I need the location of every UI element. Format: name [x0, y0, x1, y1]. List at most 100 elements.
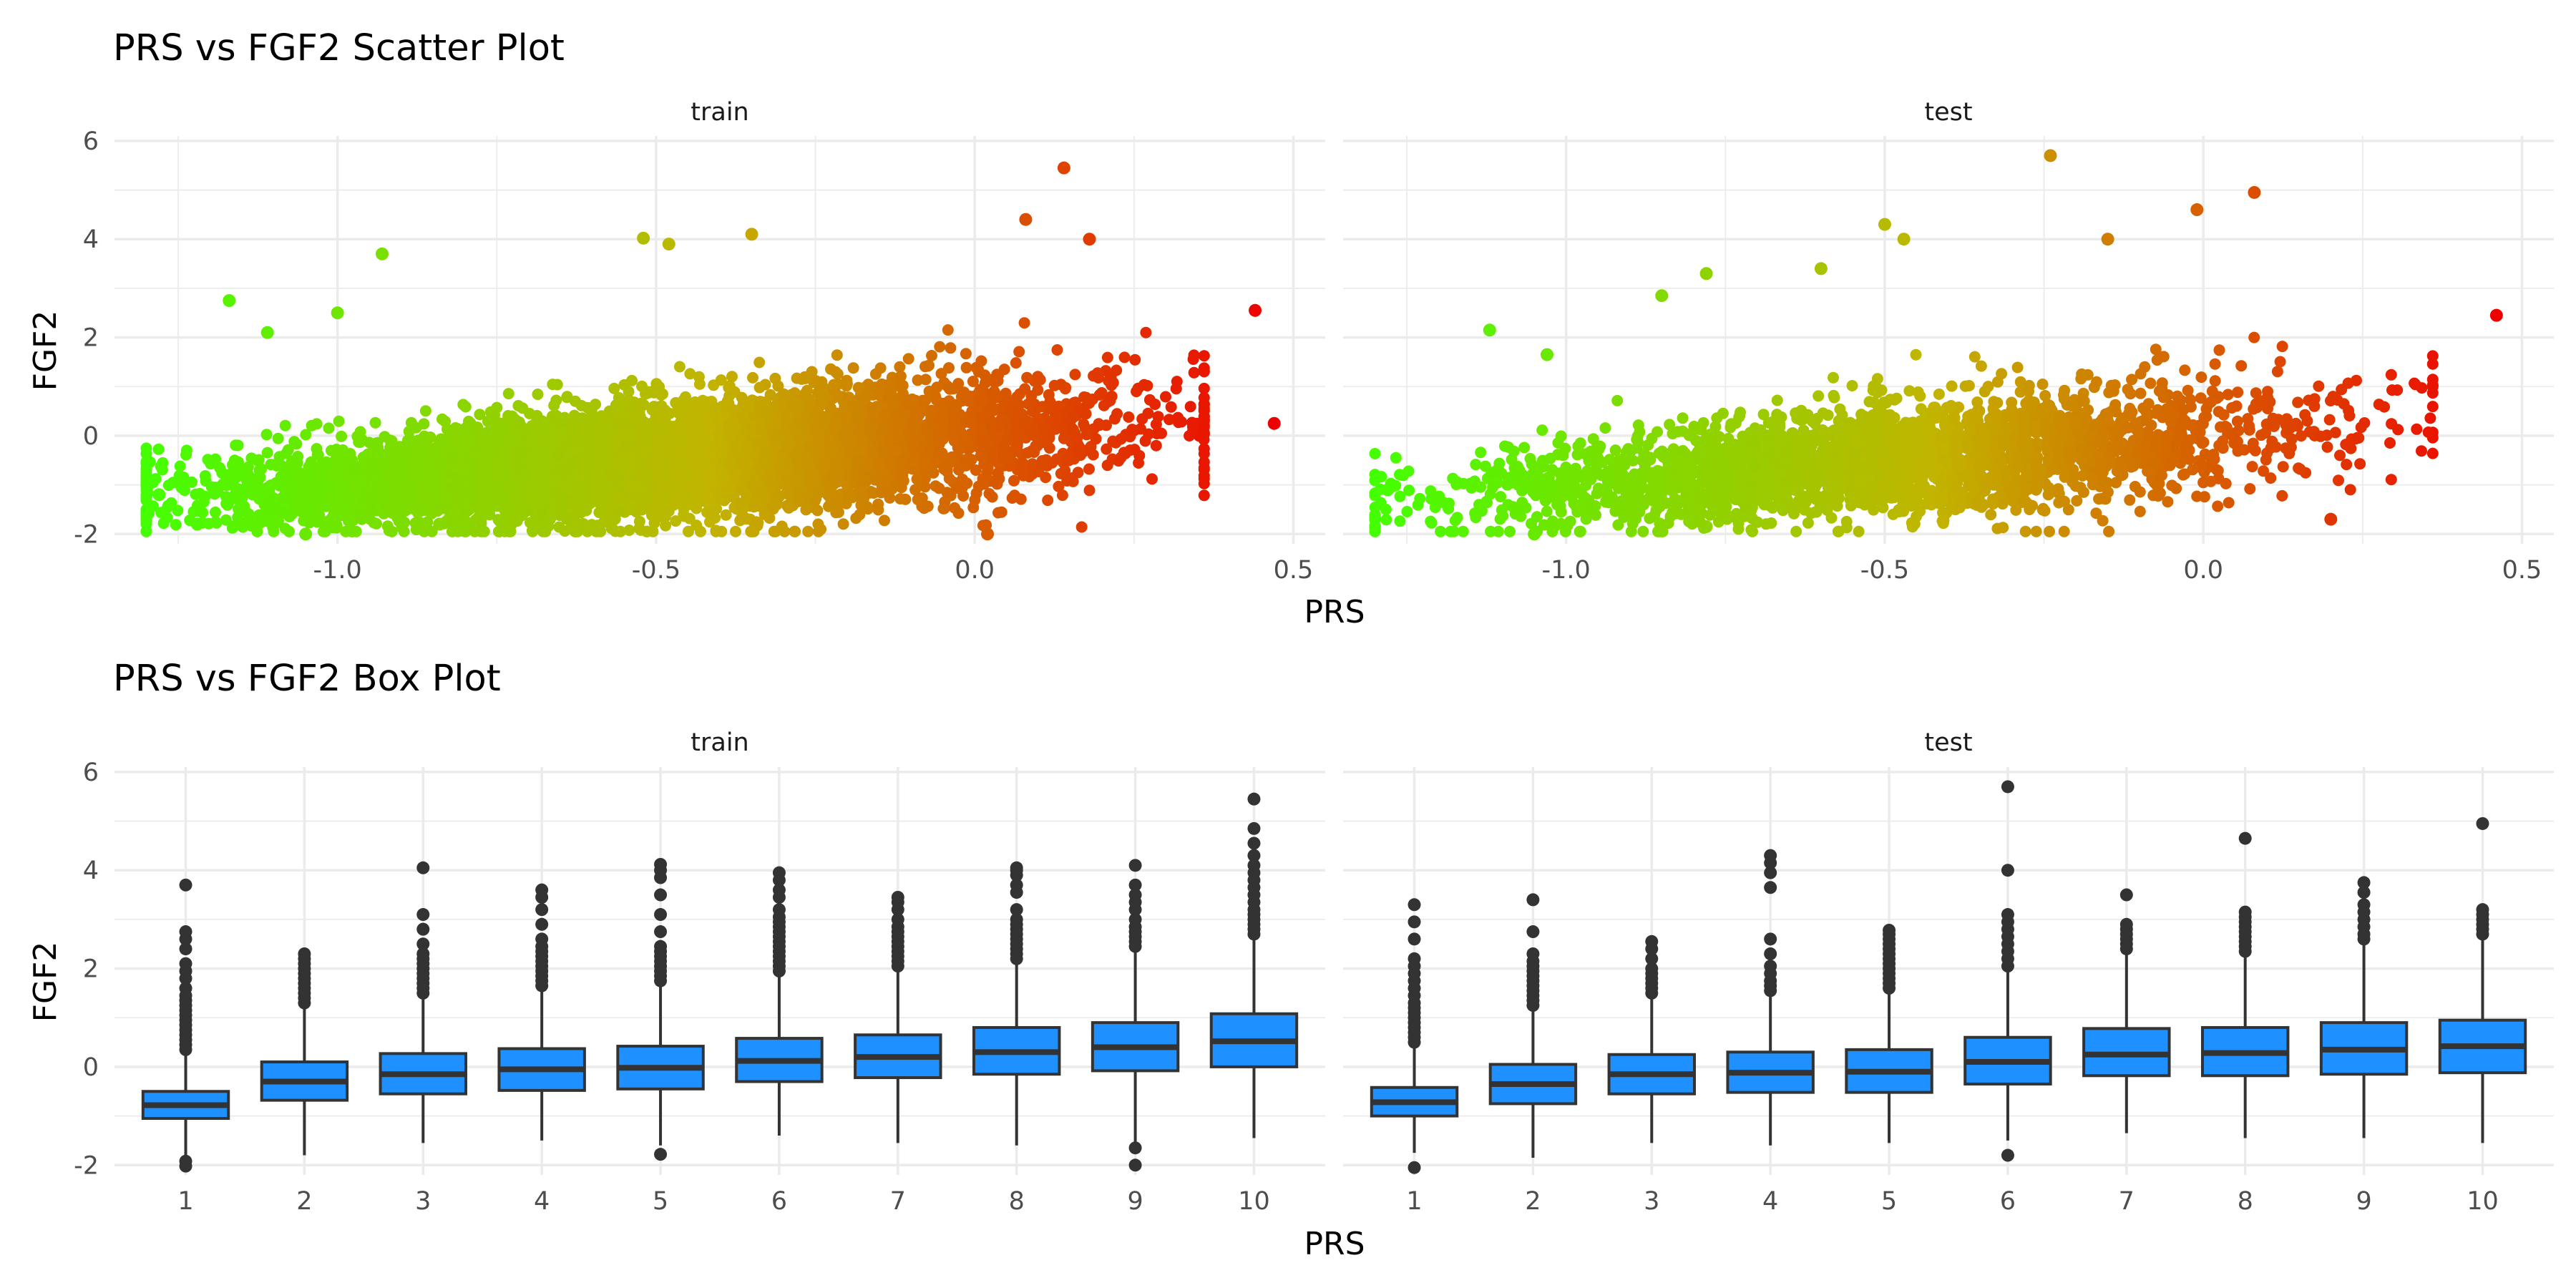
scatter-point — [894, 370, 907, 382]
scatter-point — [730, 525, 741, 537]
scatter-point — [1184, 430, 1196, 441]
scatter-point — [1198, 410, 1210, 422]
scatter-point — [1160, 391, 1171, 403]
scatter-point — [608, 382, 620, 394]
scatter-point — [952, 441, 964, 454]
scatter-point — [683, 512, 696, 525]
scatter-point — [152, 443, 165, 455]
scatter-point — [1051, 344, 1063, 356]
scatter-point — [934, 341, 946, 353]
scatter-point — [517, 402, 529, 414]
scatter-point — [1010, 357, 1022, 369]
scatter-point — [1142, 407, 1154, 419]
scatter-point — [230, 439, 242, 452]
scatter-point — [979, 369, 991, 381]
scatter-point — [636, 380, 648, 392]
scatter-point — [852, 381, 864, 394]
scatter-point — [967, 376, 979, 387]
scatter-point — [157, 517, 170, 530]
scatter-point — [753, 381, 766, 394]
scatter-point — [1184, 401, 1196, 413]
scatter-point — [180, 449, 192, 461]
scatter-point — [1111, 408, 1123, 420]
scatter-point — [937, 502, 950, 514]
scatter-point — [960, 348, 972, 360]
scatter-point — [874, 362, 887, 374]
scatter-point — [912, 494, 924, 506]
scatter-point — [1083, 484, 1096, 497]
scatter-point — [260, 429, 273, 441]
scatter-point — [1149, 399, 1161, 410]
scatter-point — [962, 395, 975, 407]
scatter-point — [1083, 463, 1095, 475]
scatter-point — [1188, 366, 1200, 379]
scatter-point — [1118, 351, 1131, 364]
scatter-point — [237, 517, 249, 529]
scatter-point — [894, 493, 907, 504]
scatter-point — [1015, 493, 1027, 505]
scatter-point — [747, 371, 758, 384]
scatter-point — [1078, 418, 1090, 430]
scatter-point — [1019, 383, 1031, 395]
scatter-point — [1133, 449, 1146, 462]
scatter-facet-label-train: train — [691, 98, 748, 127]
scatter-point — [502, 388, 514, 400]
scatter-point — [812, 525, 824, 537]
scatter-point — [1198, 350, 1210, 362]
scatter-point — [1043, 442, 1055, 454]
scatter-point — [447, 523, 459, 535]
scatter-point — [811, 504, 824, 517]
scatter-point — [575, 399, 587, 411]
scatter-point — [547, 379, 559, 391]
scatter-point — [837, 518, 849, 530]
scatter-point — [768, 525, 780, 537]
scatter-point — [1129, 353, 1141, 366]
scatter-point — [970, 464, 982, 476]
scatter-point — [894, 361, 906, 373]
scatter-point — [831, 349, 843, 361]
scatter-point — [233, 488, 245, 500]
scatter-point — [960, 361, 972, 374]
scatter-point — [952, 507, 965, 519]
scatter-point — [532, 389, 544, 400]
scatter-point — [1131, 386, 1143, 398]
scatter-point — [273, 451, 286, 463]
scatter-plot-title: PRS vs FGF2 Scatter Plot — [113, 27, 565, 69]
scatter-point — [210, 453, 222, 465]
scatter-plot: PRS vs FGF2 Scatter Plot train test -1.0… — [27, 27, 2554, 630]
scatter-point — [1198, 448, 1210, 459]
scatter-point — [323, 422, 335, 434]
scatter-point — [650, 403, 662, 415]
scatter-point — [618, 379, 630, 391]
scatter-point — [283, 525, 295, 537]
scatter-point — [789, 525, 801, 537]
scatter-facet-label-test: test — [1924, 98, 1972, 127]
scatter-point — [1013, 346, 1025, 358]
scatter-point — [673, 361, 686, 373]
scatter-point — [457, 399, 469, 411]
scatter-point — [174, 460, 186, 472]
scatter-point — [319, 525, 331, 537]
scatter-point — [333, 415, 345, 427]
scatter-point — [1172, 411, 1184, 424]
scatter-point — [1123, 411, 1135, 423]
scatter-point — [847, 362, 859, 374]
scatter-point — [942, 324, 954, 336]
scatter-point — [945, 342, 957, 354]
scatter-point — [1101, 351, 1113, 364]
scatter-point — [1018, 469, 1029, 482]
scatter-point — [548, 399, 560, 411]
scatter-point — [992, 507, 1004, 519]
scatter-point — [441, 423, 453, 435]
scatter-point — [186, 476, 197, 488]
scatter-point — [170, 519, 182, 531]
scatter-point — [419, 405, 431, 417]
scatter-point — [783, 502, 795, 514]
scatter-point — [753, 356, 766, 369]
scatter-point — [720, 509, 732, 521]
scatter-point — [919, 374, 932, 386]
scatter-point — [670, 515, 682, 527]
scatter-point — [840, 380, 852, 392]
